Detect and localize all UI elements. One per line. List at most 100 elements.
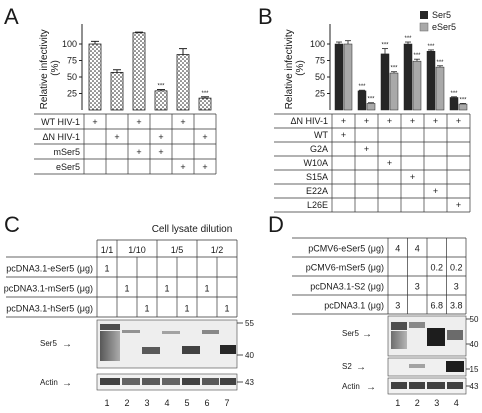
s2-label-d: S2 (342, 362, 352, 371)
panel-c-cell-1-1: 1 (124, 283, 129, 293)
bar-b-eser5-l26e (458, 103, 468, 111)
panel-b-cell-0-5: + (456, 116, 461, 126)
legend-swatch-eser5 (419, 22, 429, 32)
sig-b-ser5-l26e: *** (450, 91, 458, 97)
marker-55-c: 55 (245, 319, 254, 328)
panel-b-cell-5-4: + (433, 186, 438, 196)
ser5-label-c: Ser5 (40, 339, 57, 348)
sig-a-4: *** (157, 84, 165, 90)
bar-a-3 (132, 32, 146, 111)
ser5-arrow-d: → (362, 329, 372, 340)
bar-b-ser5-e22a (426, 51, 436, 111)
panel-d: D pCMV6-eSer5 (μg) 4 4 pCMV6-mSer5 (μg) 0.2 0… (268, 212, 479, 408)
panel-d-lane-numbers: 1 2 3 4 (395, 398, 459, 408)
panel-b-condition-table: ΔN HIV-1 + + + + + + WT + G2A + W10A + S15A + E22A + L26E… (274, 113, 471, 213)
panel-a-cell-1-3: + (158, 132, 163, 142)
panel-a-ylabel-line1: Relative infectivity (39, 29, 50, 109)
panel-a-cell-1-5: + (202, 132, 207, 142)
panel-a-row-label-3: eSer5 (56, 162, 80, 172)
panel-b-cell-6-5: + (456, 200, 461, 210)
panel-b-cell-4-3: + (410, 172, 415, 182)
panel-d-cell-3-2: 6.8 (430, 301, 443, 311)
panel-c-lane-3: 3 (144, 398, 149, 408)
panel-d-cell-3-0: 3 (395, 301, 400, 311)
panel-c-dilution-2: 1/5 (171, 245, 184, 255)
actin-blot-c (96, 373, 238, 391)
panel-a-y-ticks: 100 75 50 25 (62, 39, 82, 99)
panel-d-cell-0-1: 4 (415, 244, 420, 254)
panel-c-title: Cell lysate dilution (152, 224, 233, 235)
panel-c-dilution-1: 1/10 (128, 245, 146, 255)
panel-b-cell-3-2: + (387, 158, 392, 168)
bar-b-ser5-w10a (380, 53, 390, 111)
panel-b-legend: Ser5 eSer5 (419, 10, 456, 32)
sig-b-eser5-e22a: *** (436, 60, 444, 66)
panel-a-cell-2-3: + (158, 147, 163, 157)
s2-blot-d (387, 357, 467, 377)
bar-a-5 (176, 54, 190, 111)
panel-b-y-ticks: 100 75 50 25 (310, 39, 330, 99)
panel-a-row-label-2: mSer5 (53, 147, 80, 157)
panel-c-dilution-3: 1/2 (211, 245, 224, 255)
panel-b-row-label-1: WT (314, 130, 328, 140)
panel-a-cell-2-2: + (136, 147, 141, 157)
panel-b-row-label-3: W10A (303, 158, 328, 168)
panel-d-row-label-1: pCMV6-mSer5 (μg) (306, 263, 384, 273)
sig-b-eser5-g2a: *** (367, 97, 375, 103)
bar-a-6 (198, 97, 212, 111)
panel-d-lane-4: 4 (454, 398, 459, 408)
panel-b-letter: B (258, 4, 273, 29)
panel-c-lane-5: 5 (184, 398, 189, 408)
panel-a-letter: A (4, 4, 19, 29)
panel-d-cell-1-3: 0.2 (450, 263, 463, 273)
panel-c-lane-1: 1 (104, 398, 109, 408)
marker-43-c: 43 (245, 378, 254, 387)
panel-b-ytick-label-25: 25 (315, 89, 325, 99)
panel-b-ytick-label-100: 100 (310, 39, 325, 49)
sig-b-eser5-l26e: *** (459, 97, 467, 103)
panel-c-lane-7: 7 (224, 398, 229, 408)
panel-a-bars: *** *** (88, 31, 212, 111)
panel-b-cell-2-1: + (364, 144, 369, 154)
panel-c-condition-table: pcDNA3.1-eSer5 (μg) 1 pcDNA3.1-mSer5 (μg) 1… (4, 239, 238, 318)
panel-c-cell-2-2: 1 (144, 303, 149, 313)
bar-a-4 (154, 90, 168, 111)
panel-c-cell-0-0: 1 (104, 263, 109, 273)
panel-c-row-label-1: pcDNA3.1-mSer5 (μg) (4, 283, 93, 293)
actin-label-d: Actin (342, 382, 360, 391)
sig-b-ser5-e22a: *** (427, 44, 435, 50)
panel-a-ylabel-line2: (%) (50, 60, 61, 76)
ser5-blot-d (387, 315, 467, 357)
panel-d-cell-3-3: 3.8 (450, 301, 463, 311)
panel-d-row-label-3: pcDNA3.1 (μg) (324, 301, 384, 311)
panel-d-cell-2-3: 3 (454, 282, 459, 292)
sig-b-eser5-w10a: *** (390, 66, 398, 72)
marker-50-d: 50 (470, 315, 479, 324)
panel-b: B Relative infectivity (%) 100 75 50 25 ***… (258, 4, 471, 213)
panel-a-ytick-label-100: 100 (62, 39, 77, 49)
panel-b-bars: ****************************** (334, 36, 468, 111)
s2-arrow-d: → (356, 362, 366, 373)
sig-b-eser5-s15a: *** (413, 53, 421, 59)
panel-d-lane-2: 2 (415, 398, 420, 408)
sig-b-ser5-w10a: *** (381, 43, 389, 49)
panel-a-cell-3-4: + (180, 162, 185, 172)
panel-c-cell-2-6: 1 (224, 303, 229, 313)
panel-a-row-label-1: ΔN HIV-1 (42, 132, 80, 142)
ser5-blot-c (96, 319, 238, 369)
panel-a-ytick-label-50: 50 (67, 72, 77, 82)
panel-b-ytick-label-75: 75 (315, 56, 325, 66)
panel-a: A Relative infectivity (%) 100 75 50 25 ***… (4, 4, 217, 175)
marker-43-d: 43 (470, 382, 479, 391)
actin-label-c: Actin (40, 378, 58, 387)
panel-d-cell-2-1: 3 (415, 282, 420, 292)
panel-a-cell-1-1: + (114, 132, 119, 142)
ser5-arrow-c: → (62, 339, 72, 350)
panel-a-condition-table: WT HIV-1 + + + ΔN HIV-1 + + + mSer5 + + eSer5 + + (34, 113, 217, 175)
legend-label-ser5: Ser5 (432, 10, 451, 20)
panel-b-cell-0-1: + (364, 116, 369, 126)
sig-b-ser5-s15a: *** (404, 36, 412, 42)
bar-b-ser5-wt (334, 43, 344, 111)
panel-b-ylabel: Relative infectivity (%) (284, 27, 306, 110)
